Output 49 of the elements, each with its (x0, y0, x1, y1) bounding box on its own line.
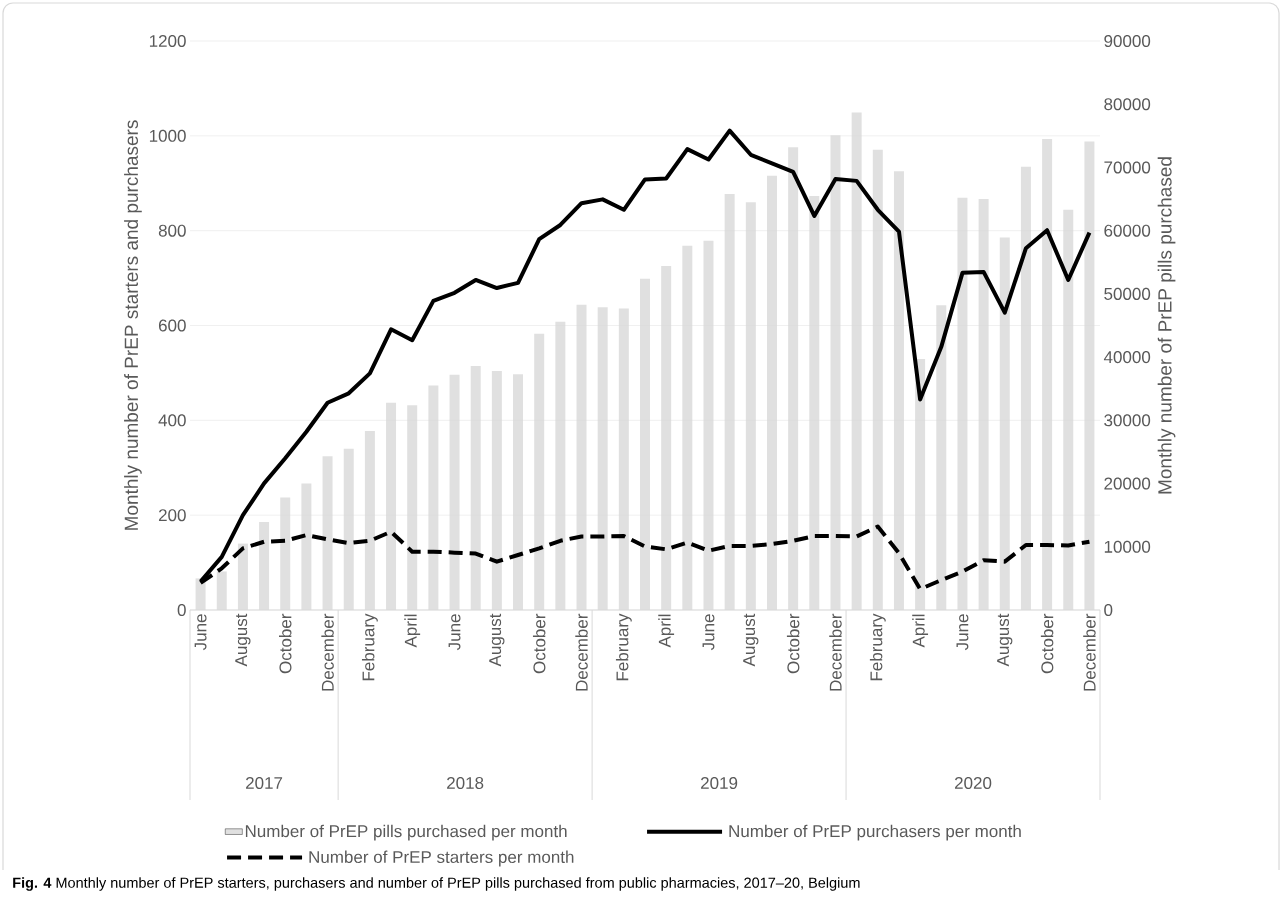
x-tick-label: April (912, 614, 929, 648)
x-tick-label: August (489, 613, 505, 667)
legend-label: Number of PrEP starters per month (309, 850, 574, 867)
text: 2020 (954, 776, 992, 790)
x-tick-label: December (321, 613, 334, 691)
x-tick-label: August (743, 613, 759, 667)
y-tick-label: 1000 (149, 129, 186, 142)
x-tick-label: October (786, 613, 800, 674)
x-tick-label: April (658, 614, 675, 648)
y-tick-label: 1200 (149, 34, 186, 48)
x-tick-label: June (448, 614, 461, 651)
y-axis-title: Monthly number of PrEP starters and purchasers (124, 120, 142, 530)
legend-label: Number of PrEP purchasers per month (729, 824, 1021, 841)
x-tick-label: October (279, 613, 292, 674)
x-tick-label: June (956, 614, 969, 651)
x-tick-label: June (702, 614, 715, 651)
y2-tick-label: 80000 (1104, 98, 1151, 111)
x-tick-label: April (404, 614, 421, 648)
x-tick-label: October (1040, 613, 1054, 674)
x-tick-label: December (575, 613, 588, 691)
y2-tick-label: 60000 (1104, 224, 1151, 237)
x-tick-label: February (869, 613, 886, 681)
x-tick-label: February (361, 613, 378, 681)
text: 2019 (701, 776, 738, 790)
y-tick-label: 0 (177, 603, 186, 617)
text: 2018 (447, 776, 484, 790)
legend-label: Number of PrEP pills purchased per month (245, 824, 567, 841)
x-tick-label: June (194, 614, 207, 651)
y2-tick-label: 90000 (1104, 34, 1151, 48)
y2-tick-label: 0 (1104, 603, 1113, 617)
y2-axis-title: Monthly number of PrEP pills purchased (1157, 157, 1176, 494)
y-tick-label: 400 (158, 414, 186, 427)
x-tick-label: August (235, 613, 251, 667)
text: 2017 (246, 776, 283, 790)
y2-tick-label: 70000 (1104, 161, 1151, 174)
x-tick-label: December (1083, 613, 1096, 691)
y2-tick-label: 30000 (1104, 414, 1151, 427)
y-tick-label: 200 (158, 509, 186, 522)
x-tick-label: October (532, 613, 546, 674)
y2-tick-label: 50000 (1104, 287, 1151, 300)
text: Fig. 4 Monthly number of PrEP starters, purchasers and number of PrEP pills purchased from public pharmacies, 2017–20, Belgium (13, 877, 860, 891)
y2-tick-label: 40000 (1103, 351, 1151, 364)
x-tick-label: December (829, 613, 842, 691)
y2-tick-label: 10000 (1104, 540, 1151, 553)
x-tick-label: August (997, 613, 1013, 667)
y2-tick-label: 20000 (1104, 477, 1151, 490)
x-tick-label: February (615, 613, 632, 681)
y-tick-label: 600 (158, 319, 186, 332)
y-tick-label: 800 (158, 224, 186, 237)
